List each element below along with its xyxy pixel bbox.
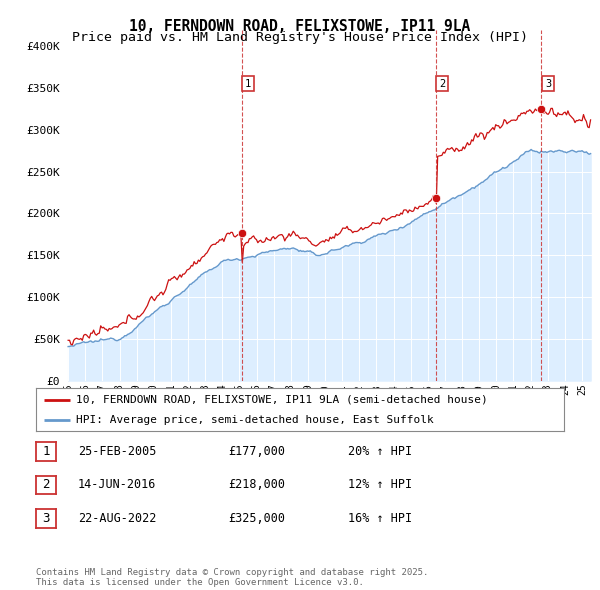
Text: 3: 3 xyxy=(43,512,50,525)
Text: £218,000: £218,000 xyxy=(228,478,285,491)
Text: 10, FERNDOWN ROAD, FELIXSTOWE, IP11 9LA (semi-detached house): 10, FERNDOWN ROAD, FELIXSTOWE, IP11 9LA … xyxy=(76,395,487,405)
Text: 1: 1 xyxy=(43,445,50,458)
Text: Price paid vs. HM Land Registry's House Price Index (HPI): Price paid vs. HM Land Registry's House … xyxy=(72,31,528,44)
Text: 20% ↑ HPI: 20% ↑ HPI xyxy=(348,445,412,458)
Text: 22-AUG-2022: 22-AUG-2022 xyxy=(78,512,157,525)
Text: HPI: Average price, semi-detached house, East Suffolk: HPI: Average price, semi-detached house,… xyxy=(76,415,433,425)
Text: Contains HM Land Registry data © Crown copyright and database right 2025.
This d: Contains HM Land Registry data © Crown c… xyxy=(36,568,428,587)
Text: 12% ↑ HPI: 12% ↑ HPI xyxy=(348,478,412,491)
Text: 25-FEB-2005: 25-FEB-2005 xyxy=(78,445,157,458)
Text: 10, FERNDOWN ROAD, FELIXSTOWE, IP11 9LA: 10, FERNDOWN ROAD, FELIXSTOWE, IP11 9LA xyxy=(130,19,470,34)
Text: 2: 2 xyxy=(43,478,50,491)
Text: 1: 1 xyxy=(245,79,251,89)
Text: £177,000: £177,000 xyxy=(228,445,285,458)
Text: 3: 3 xyxy=(545,79,551,89)
Text: 16% ↑ HPI: 16% ↑ HPI xyxy=(348,512,412,525)
Text: £325,000: £325,000 xyxy=(228,512,285,525)
Text: 2: 2 xyxy=(439,79,445,89)
Text: 14-JUN-2016: 14-JUN-2016 xyxy=(78,478,157,491)
